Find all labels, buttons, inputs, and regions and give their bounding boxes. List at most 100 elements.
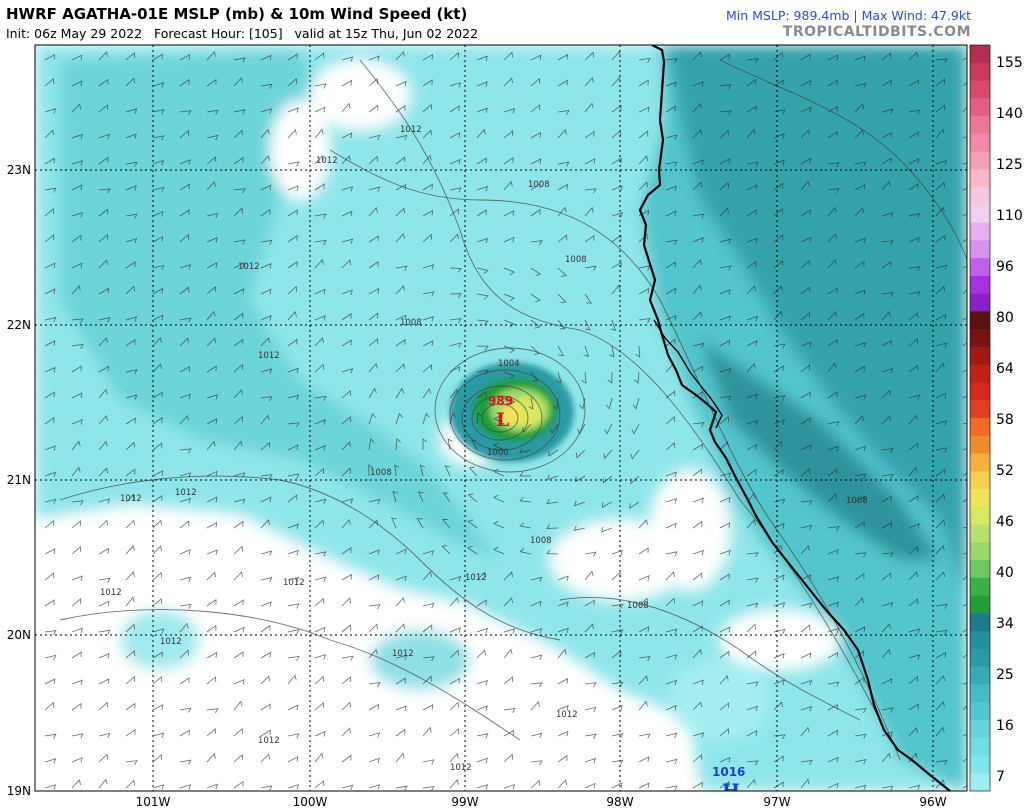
wind-barb <box>638 287 650 295</box>
wind-barb <box>800 574 812 581</box>
colorbar-swatch <box>970 346 990 366</box>
wind-barb <box>314 315 326 321</box>
wind-barb <box>395 134 408 141</box>
wind-barb <box>962 603 967 607</box>
wind-barb <box>71 133 84 140</box>
wind-barb <box>530 701 540 711</box>
wind-barb <box>935 675 945 685</box>
wind-barb <box>206 752 216 763</box>
wind-barb <box>449 752 459 763</box>
wind-barb <box>638 155 648 165</box>
wind-barb <box>800 157 811 165</box>
wind-barb <box>962 317 967 321</box>
wind-barb <box>260 675 270 685</box>
wind-barb <box>800 444 812 451</box>
wind-barb <box>827 187 840 194</box>
isobar-label: 1008 <box>400 318 422 328</box>
wind-barb <box>71 54 83 61</box>
wind-barb <box>260 624 271 633</box>
wind-barb <box>854 184 866 191</box>
wind-barb <box>233 626 245 633</box>
wind-barb <box>341 701 351 711</box>
wind-barb <box>476 369 489 375</box>
wind-barb <box>71 262 83 269</box>
wind-barb <box>665 597 675 607</box>
wind-barb <box>206 651 218 659</box>
wind-barb <box>233 545 244 555</box>
colorbar-swatch <box>970 80 990 99</box>
wind-barb <box>854 784 867 791</box>
wind-barb <box>719 599 730 607</box>
wind-barb <box>638 675 648 685</box>
wind-barb <box>611 549 624 556</box>
wind-barb <box>773 395 786 401</box>
wind-barb <box>800 705 813 712</box>
wind-barb <box>530 293 541 303</box>
wind-barb <box>638 130 649 139</box>
wind-barb <box>638 233 648 243</box>
wind-barb <box>368 387 377 399</box>
wind-barb <box>152 53 163 61</box>
wind-barb <box>573 500 586 507</box>
wind-barb <box>935 571 945 581</box>
lat-label-22n: 22N <box>7 318 31 332</box>
colorbar-swatch <box>970 169 990 188</box>
wind-barb <box>152 470 164 477</box>
wind-barb <box>395 677 406 685</box>
wind-barb <box>206 310 216 321</box>
wind-barb <box>573 525 586 531</box>
wind-barb <box>368 104 379 113</box>
wind-barb <box>638 655 651 662</box>
wind-barb <box>368 338 379 347</box>
wind-barb <box>206 783 219 790</box>
colorbar-label-110: 110 <box>996 208 1023 224</box>
wind-barb <box>71 598 82 607</box>
wind-barb <box>71 284 81 295</box>
wind-barb <box>827 311 837 321</box>
wind-barb <box>962 628 967 633</box>
wind-barb <box>341 597 351 607</box>
wind-barb <box>719 339 730 347</box>
lon-label-96w: 96W <box>919 795 946 809</box>
wind-barb <box>577 423 586 435</box>
wind-barb <box>692 600 704 607</box>
wind-barb <box>881 367 894 374</box>
wind-barb <box>71 440 81 451</box>
wind-barb <box>719 496 731 503</box>
low-pressure-value: 989 <box>488 394 513 408</box>
wind-barb <box>179 110 192 116</box>
wind-barb <box>449 627 461 633</box>
wind-barb <box>773 260 784 269</box>
isobar-label: 1012 <box>556 710 578 720</box>
wind-barb <box>854 82 867 89</box>
wind-barb <box>665 161 678 167</box>
wind-barb <box>746 650 757 659</box>
wind-barb <box>962 213 967 217</box>
wind-barb <box>71 733 84 739</box>
wind-barb <box>476 55 488 62</box>
wind-barb <box>530 779 541 789</box>
wind-barb <box>611 185 623 191</box>
colorbar-swatch <box>970 737 990 756</box>
wind-barb <box>719 53 730 61</box>
wind-barb <box>314 337 324 347</box>
wind-barb <box>827 703 839 711</box>
wind-barb <box>584 706 597 713</box>
wind-barb <box>395 438 401 451</box>
wind-barb <box>746 57 759 64</box>
wind-barb <box>233 312 244 321</box>
wind-barb <box>881 495 892 503</box>
wind-barb <box>935 362 945 373</box>
wind-barb <box>665 185 677 192</box>
wind-barb <box>503 628 516 634</box>
wind-barb <box>125 596 135 607</box>
wind-barb <box>260 154 270 165</box>
colorbar-swatch <box>970 62 990 82</box>
colorbar-swatch <box>970 311 990 330</box>
wind-barb <box>449 208 460 217</box>
wind-barb <box>611 234 622 243</box>
isobar-label: 1012 <box>175 488 197 498</box>
colorbar-label-140: 140 <box>996 106 1023 122</box>
wind-barb <box>179 337 189 347</box>
wind-barb <box>368 682 381 688</box>
